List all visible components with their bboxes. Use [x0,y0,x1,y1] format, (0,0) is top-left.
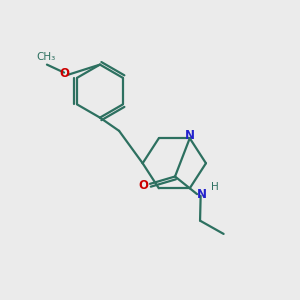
Text: O: O [139,179,148,192]
Text: N: N [185,129,195,142]
Text: CH₃: CH₃ [37,52,56,62]
Text: O: O [60,67,70,80]
Text: H: H [211,182,219,192]
Text: N: N [196,188,206,201]
